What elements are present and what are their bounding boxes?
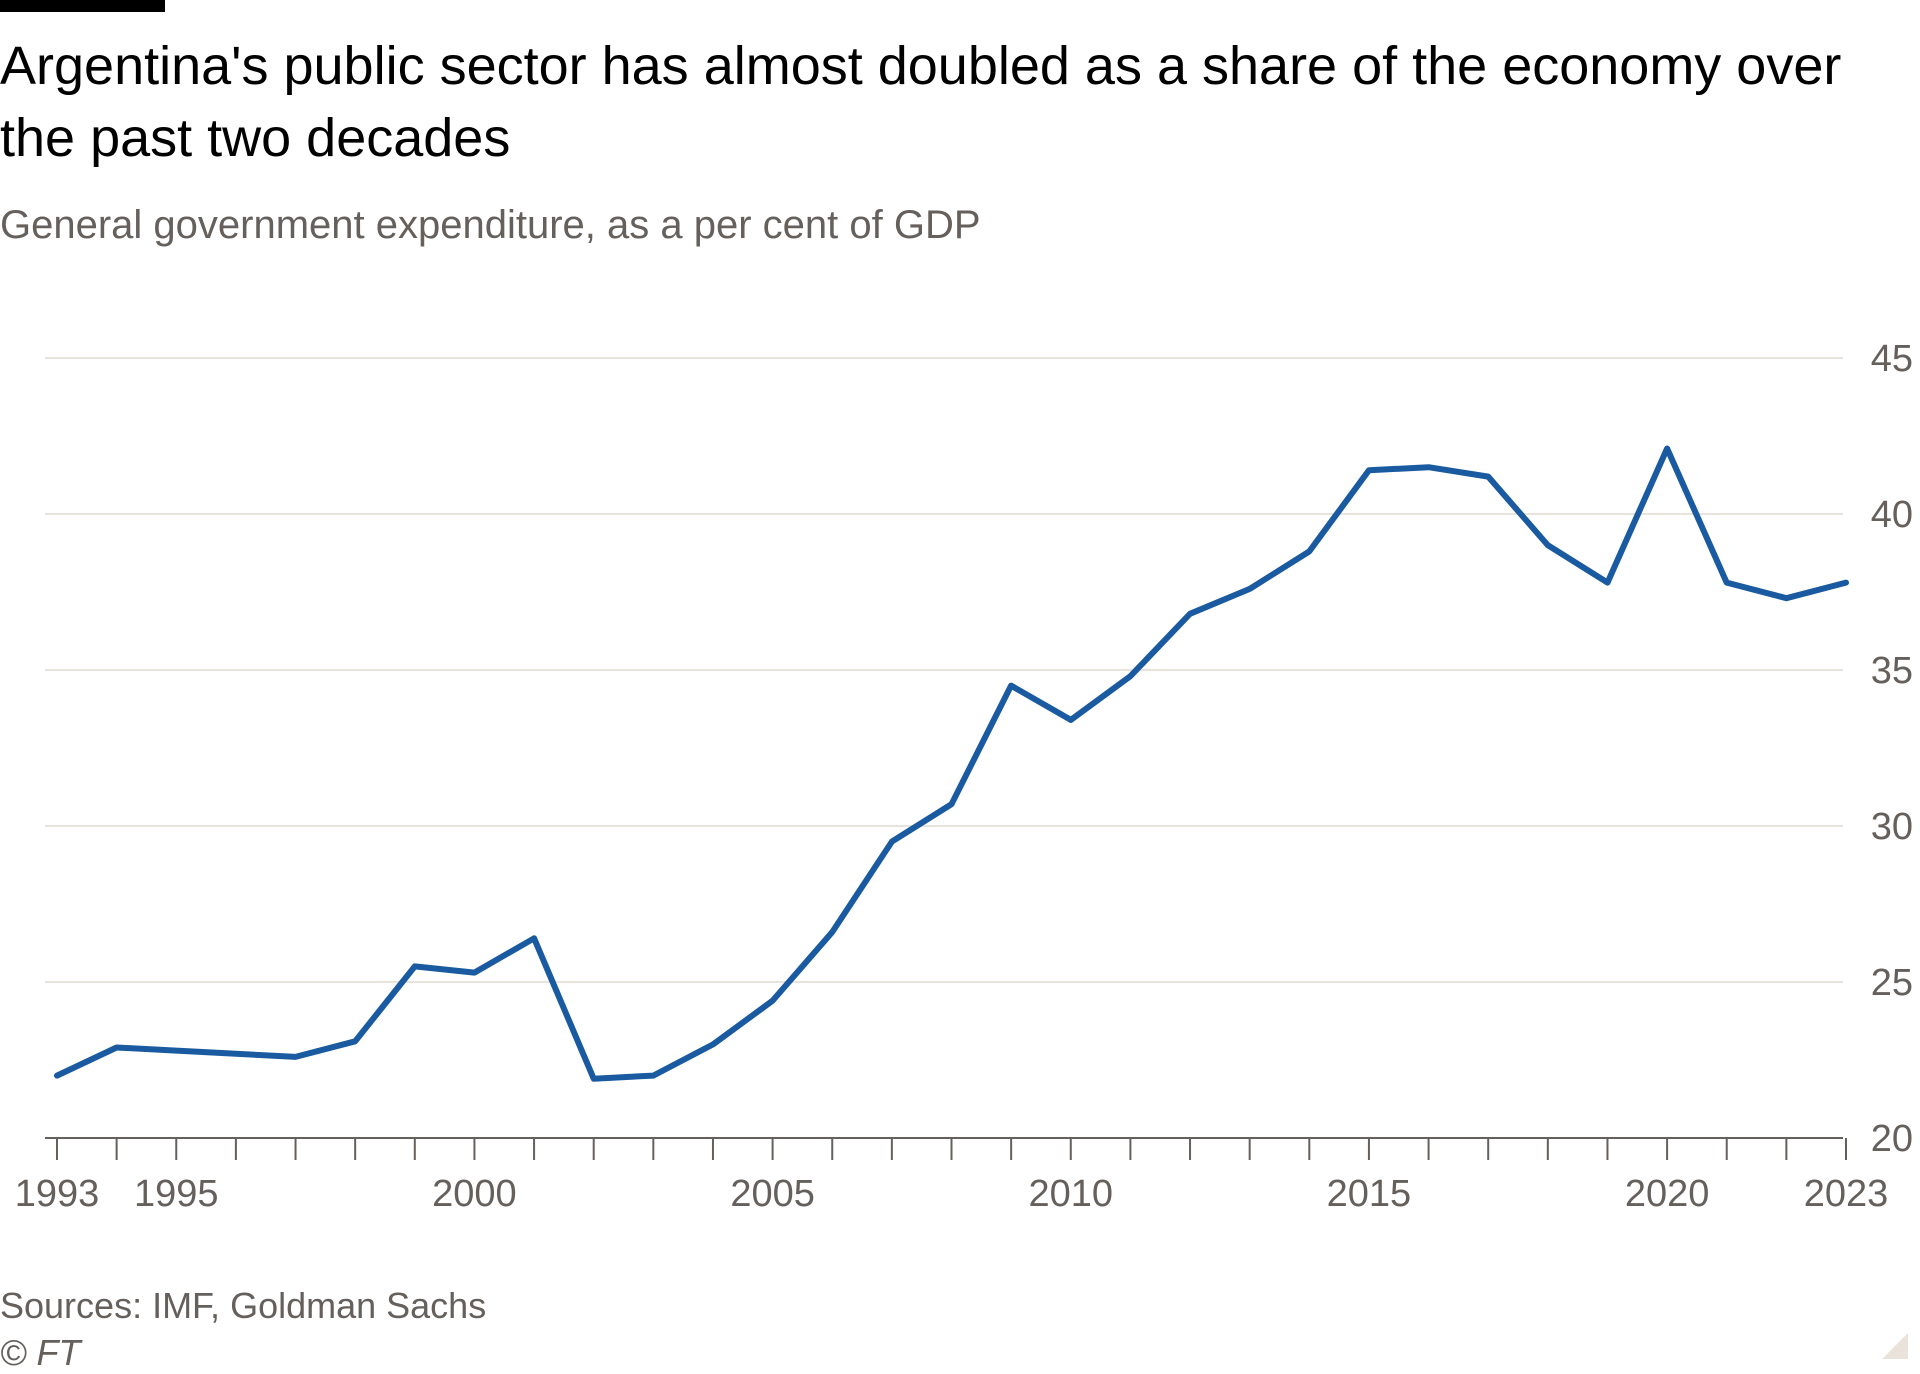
y-axis: 20 25 30 35 40 45 — [1871, 338, 1913, 1160]
chart-subtitle: General government expenditure, as a per… — [0, 203, 981, 248]
x-tick-label: 2000 — [432, 1173, 517, 1215]
y-tick-label: 45 — [1871, 338, 1913, 380]
copyright-credit: © FT — [0, 1332, 81, 1374]
y-tick-label: 40 — [1871, 494, 1913, 536]
y-tick-label: 25 — [1871, 962, 1913, 1004]
y-tick-label: 35 — [1871, 650, 1913, 692]
series-line-0 — [57, 449, 1846, 1079]
corner-triangle — [1882, 1333, 1908, 1359]
x-axis: 1993 1995 2000 2005 2010 2015 2020 2023 — [15, 1138, 1889, 1215]
series-layer — [57, 448, 1846, 1078]
x-tick-label: 2020 — [1625, 1173, 1710, 1215]
x-tick-label: 1995 — [134, 1173, 219, 1215]
gridlines — [45, 358, 1843, 982]
brand-bar — [0, 0, 165, 12]
chart-title: Argentina's public sector has almost dou… — [0, 30, 1880, 174]
source-note: Sources: IMF, Goldman Sachs — [0, 1285, 486, 1327]
x-tick-label: 2015 — [1327, 1173, 1412, 1215]
x-tick-label: 2023 — [1804, 1173, 1889, 1215]
x-tick-label: 2005 — [730, 1173, 815, 1215]
x-tick-label: 2010 — [1028, 1173, 1113, 1215]
line-chart: 1993 1995 2000 2005 2010 2015 2020 2023 20 25 30 3… — [0, 330, 1920, 1260]
x-tick-label: 1993 — [15, 1173, 100, 1215]
y-tick-label: 20 — [1871, 1118, 1913, 1160]
y-tick-label: 30 — [1871, 806, 1913, 848]
